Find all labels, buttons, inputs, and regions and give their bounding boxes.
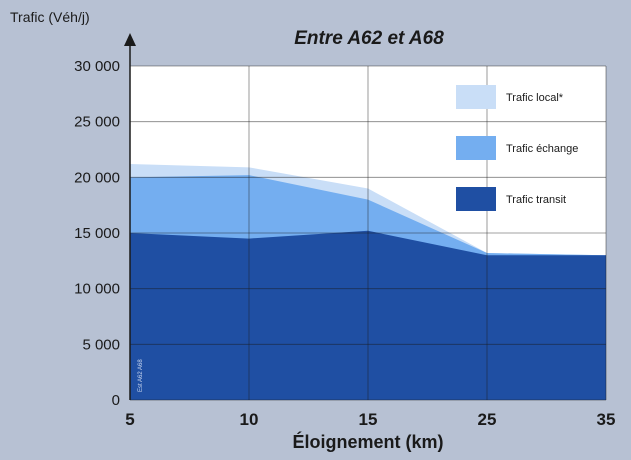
y-tick-label: 10 000 <box>74 281 120 298</box>
y-axis-arrow <box>124 33 136 46</box>
x-tick-label: 10 <box>240 410 259 429</box>
y-axis-label: Trafic (Véh/j) <box>10 9 90 25</box>
x-tick-label: 15 <box>359 410 378 429</box>
gridlines <box>130 65 607 401</box>
y-tick-label: 15 000 <box>74 225 120 242</box>
chart-title: Entre A62 et A68 <box>294 28 444 49</box>
x-tick-label: 35 <box>597 410 616 429</box>
y-tick-label: 5 000 <box>82 336 120 353</box>
legend-label-trafic-transit: Trafic transit <box>506 194 566 206</box>
y-tick-labels: 0 5 000 10 000 15 000 20 000 25 000 30 000 <box>74 58 120 409</box>
y-tick-label: 25 000 <box>74 114 120 131</box>
y-tick-label: 20 000 <box>74 169 120 186</box>
legend-swatch-trafic-echange <box>456 136 496 160</box>
legend-label-trafic-local: Trafic local* <box>506 92 564 104</box>
x-tick-labels: 5 10 15 25 35 <box>125 410 615 429</box>
legend-label-trafic-echange: Trafic échange <box>506 143 578 155</box>
y-tick-label: 0 <box>112 392 120 409</box>
legend-swatch-trafic-local <box>456 85 496 109</box>
y-tick-label: 30 000 <box>74 58 120 75</box>
x-axis-label: Éloignement (km) <box>292 431 443 452</box>
x-tick-label: 25 <box>478 410 497 429</box>
legend: Trafic local* Trafic échange Trafic transi… <box>456 85 578 211</box>
x-tick-label: 5 <box>125 410 134 429</box>
source-note: Est A62 A68 <box>138 359 144 392</box>
legend-swatch-trafic-transit <box>456 187 496 211</box>
